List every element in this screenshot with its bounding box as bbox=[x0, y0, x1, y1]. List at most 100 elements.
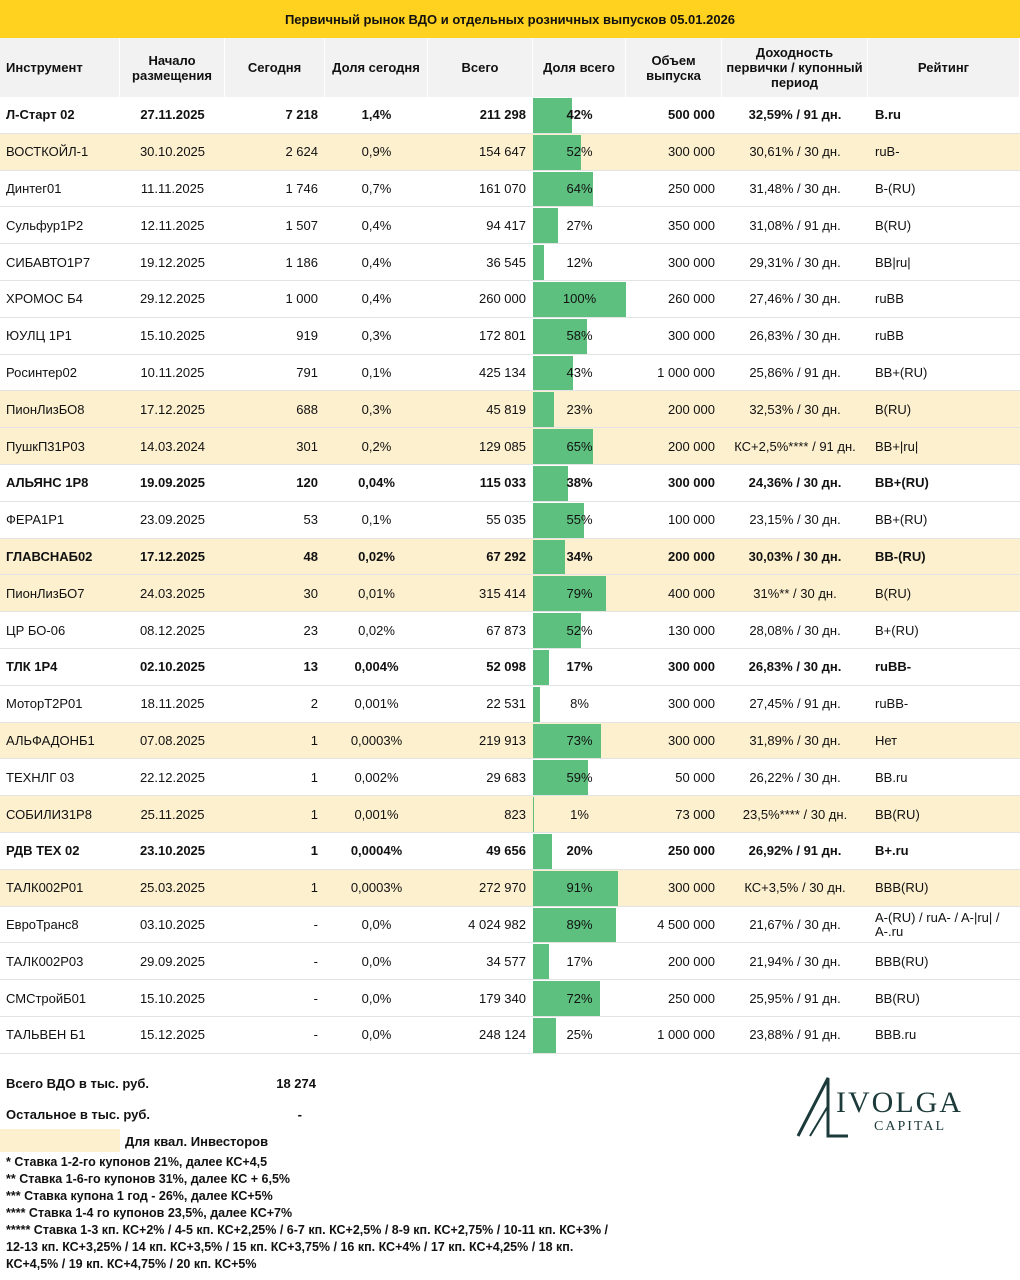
cell: 07.08.2025 bbox=[139, 732, 206, 748]
cell: 250 000 bbox=[668, 180, 715, 196]
cell: 25,86% / 91 дн. bbox=[749, 364, 841, 380]
cell: 53 bbox=[303, 512, 318, 528]
cell: 29,31% / 30 дн. bbox=[749, 254, 841, 270]
cell: ЕвроТранс8 bbox=[6, 916, 79, 932]
row bbox=[0, 244, 1020, 281]
cell: 1 bbox=[310, 880, 318, 896]
cell: ПионЛизБО7 bbox=[6, 585, 85, 601]
row bbox=[0, 833, 1020, 870]
cell: 48 bbox=[303, 548, 318, 564]
share-bar bbox=[533, 539, 565, 575]
header-cell: Доля всего bbox=[533, 38, 626, 97]
cell: 24,36% / 30 дн. bbox=[748, 475, 842, 491]
header-cell: Объем выпуска bbox=[626, 38, 722, 97]
share-label: 59% bbox=[566, 769, 593, 785]
share-label: 52% bbox=[566, 622, 593, 638]
row bbox=[0, 207, 1020, 245]
header-cell: Сегодня bbox=[225, 38, 325, 97]
cell: Динтег01 bbox=[6, 180, 62, 196]
cell: 30 bbox=[303, 585, 318, 601]
cell: 0,02% bbox=[358, 548, 395, 564]
cell: ruBB- bbox=[875, 659, 912, 675]
cell: 27,46% / 30 дн. bbox=[749, 291, 841, 307]
cell: 26,92% / 91 дн. bbox=[748, 843, 842, 859]
row bbox=[0, 906, 1020, 944]
cell: ГЛАВСНАБ02 bbox=[6, 548, 93, 564]
share-label: 73% bbox=[566, 732, 593, 748]
cell: 315 414 bbox=[479, 585, 526, 601]
cell: ТАЛК002Р01 bbox=[6, 880, 84, 896]
share-bar bbox=[533, 613, 582, 648]
cell: 161 070 bbox=[479, 180, 526, 196]
cell: 300 000 bbox=[668, 475, 715, 491]
cell: СОБИЛИЗ1Р8 bbox=[6, 806, 92, 822]
cell: 26,22% / 30 дн. bbox=[749, 769, 841, 785]
total-label: Всего ВДО в тыс. руб. bbox=[6, 1076, 150, 1091]
cell: 22.12.2025 bbox=[139, 769, 206, 785]
cell: ПионЛизБО8 bbox=[6, 401, 85, 417]
cell: B+(RU) bbox=[875, 622, 919, 638]
cell: 31,48% / 30 дн. bbox=[749, 180, 841, 196]
cell: 22 531 bbox=[486, 696, 526, 712]
share-label: 20% bbox=[566, 843, 593, 859]
share-bar bbox=[533, 318, 587, 354]
share-bar bbox=[533, 723, 601, 759]
row bbox=[0, 170, 1020, 208]
share-bar bbox=[533, 134, 582, 170]
share-label: 65% bbox=[566, 438, 593, 454]
cell: 13 bbox=[303, 659, 318, 675]
share-label: 25% bbox=[566, 1027, 593, 1043]
header-cell: Инструмент bbox=[0, 38, 120, 97]
cell: 03.10.2025 bbox=[139, 916, 206, 932]
cell: 400 000 bbox=[668, 585, 715, 601]
cell: 0,0% bbox=[361, 990, 392, 1006]
cell: АЛЬФАДОНБ1 bbox=[6, 732, 95, 748]
cell: ТЕХНЛГ 03 bbox=[6, 769, 75, 785]
cell: 32,59% / 91 дн. bbox=[748, 107, 842, 123]
cell: 1 000 bbox=[285, 291, 318, 307]
cell: 0,1% bbox=[361, 512, 392, 528]
cell: 50 000 bbox=[675, 769, 715, 785]
row bbox=[0, 354, 1020, 392]
cell: BB+(RU) bbox=[875, 364, 928, 380]
cell: 4 500 000 bbox=[657, 916, 715, 932]
cell: 129 085 bbox=[479, 438, 526, 454]
cell: Л-Старт 02 bbox=[6, 107, 75, 123]
cell: 1 000 000 bbox=[657, 364, 715, 380]
cell: 0,02% bbox=[358, 622, 395, 638]
cell: 0,001% bbox=[354, 806, 399, 822]
row bbox=[0, 281, 1020, 318]
cell: 25.03.2025 bbox=[139, 880, 206, 896]
share-label: 89% bbox=[566, 916, 593, 932]
share-label: 79% bbox=[566, 585, 593, 601]
share-bar bbox=[533, 355, 573, 391]
row bbox=[0, 980, 1020, 1017]
cell: 32,53% / 30 дн. bbox=[749, 401, 841, 417]
cell: 30,61% / 30 дн. bbox=[749, 144, 841, 160]
cell: 26,83% / 30 дн. bbox=[748, 659, 842, 675]
header-cell: Доля сегодня bbox=[325, 38, 428, 97]
cell: 23,15% / 30 дн. bbox=[749, 512, 841, 528]
cell: ruBB bbox=[875, 328, 904, 344]
cell: B(RU) bbox=[875, 585, 912, 601]
cell: 0,3% bbox=[361, 328, 392, 344]
cell: 52 098 bbox=[486, 659, 526, 675]
cell: 24.03.2025 bbox=[139, 585, 206, 601]
cell: 120 bbox=[296, 475, 318, 491]
note: **** Ставка 1-4 го купонов 23,5%, далее … bbox=[6, 1206, 293, 1220]
row bbox=[0, 943, 1020, 981]
cell: ТАЛЬВЕН Б1 bbox=[6, 1027, 86, 1043]
share-label: 23% bbox=[566, 401, 593, 417]
cell: 301 bbox=[296, 438, 318, 454]
cell: 179 340 bbox=[479, 990, 526, 1006]
share-label: 8% bbox=[570, 696, 589, 712]
share-bar bbox=[533, 208, 559, 244]
cell: 15.10.2025 bbox=[139, 328, 206, 344]
other-value: - bbox=[297, 1107, 302, 1122]
share-bar bbox=[533, 981, 600, 1016]
header-cell: Рейтинг bbox=[868, 38, 1020, 97]
cell: 0,3% bbox=[361, 401, 392, 417]
cell: BB+|ru| bbox=[875, 438, 919, 454]
cell: МоторТ2Р01 bbox=[6, 696, 83, 712]
cell: 26,83% / 30 дн. bbox=[749, 328, 841, 344]
